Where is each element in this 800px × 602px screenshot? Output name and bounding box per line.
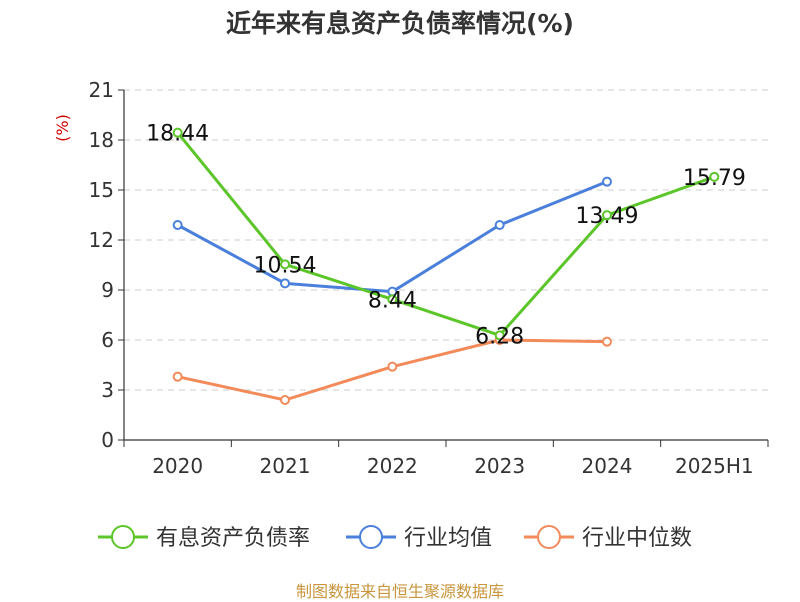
data-point <box>602 336 612 347</box>
data-point <box>280 278 290 289</box>
y-tick-label: 0 <box>101 428 114 452</box>
data-label: 18.44 <box>146 122 209 147</box>
data-point <box>172 371 183 382</box>
series-line-1 <box>176 180 608 294</box>
data-point <box>172 127 183 138</box>
x-tick-label: 2025H1 <box>675 454 754 478</box>
data-label: 8.44 <box>368 288 417 313</box>
chart-title: 近年来有息资产负债率情况(%) <box>226 9 574 38</box>
legend-swatch-marker <box>359 525 383 549</box>
source-note: 制图数据来自恒生聚源数据库 <box>295 582 504 601</box>
x-tick-label: 2020 <box>152 454 203 478</box>
y-tick-label: 9 <box>101 278 114 302</box>
y-tick-label: 15 <box>89 178 114 202</box>
x-tick-label: 2022 <box>367 454 418 478</box>
legend: 有息资产负债率 行业均值 行业中位数 <box>98 525 692 551</box>
data-point <box>494 330 505 341</box>
data-point <box>280 259 290 270</box>
x-tick-label: 2023 <box>474 454 525 478</box>
data-label: 15.79 <box>683 166 746 191</box>
data-label-layer: 18.44 10.54 8.44 6.28 13.49 15.79 <box>146 122 746 350</box>
series-line-0 <box>176 131 715 337</box>
data-label: 13.49 <box>576 204 639 229</box>
data-point <box>172 220 183 230</box>
y-axis-unit-label: (%) <box>53 114 72 142</box>
data-point <box>387 294 398 305</box>
data-label: 10.54 <box>254 253 317 278</box>
data-point <box>387 361 398 372</box>
x-tick-label: 2024 <box>582 454 633 478</box>
legend-swatch-marker <box>111 525 135 549</box>
y-tick-label: 21 <box>89 78 114 102</box>
grid-layer <box>124 89 768 391</box>
axis-layer: 0 3 6 9 12 15 18 21 2020 2021 2022 2023 2024 2025H1 (%… <box>53 78 769 478</box>
legend-label: 有息资产负债率 <box>156 526 310 551</box>
legend-label: 行业均值 <box>404 526 492 551</box>
data-point <box>280 395 290 405</box>
series-layer <box>172 127 720 405</box>
y-tick-label: 18 <box>89 128 114 152</box>
x-tick-label: 2021 <box>260 454 311 478</box>
legend-swatch-marker <box>537 525 561 549</box>
legend-label: 行业中位数 <box>582 526 692 551</box>
y-tick-label: 6 <box>101 328 114 352</box>
y-tick-label: 12 <box>89 228 114 252</box>
data-point <box>709 171 720 182</box>
data-point <box>602 176 612 187</box>
data-point <box>602 210 612 221</box>
data-label: 6.28 <box>475 324 524 349</box>
data-point <box>494 220 505 230</box>
y-tick-label: 3 <box>101 378 114 402</box>
